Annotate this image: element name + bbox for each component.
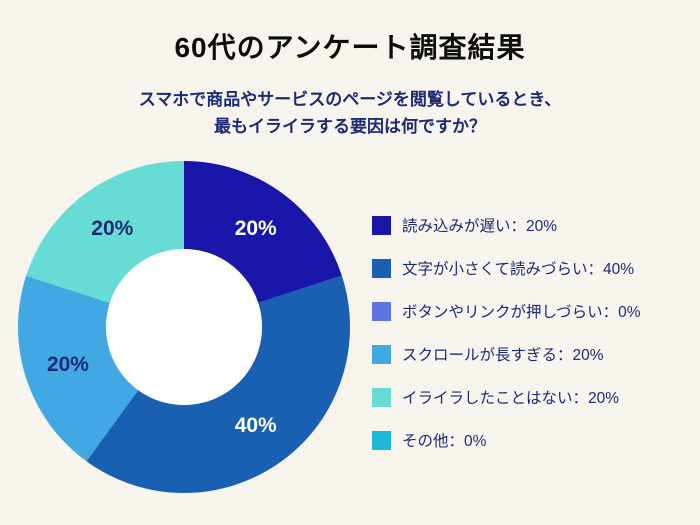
pie-slice-4 [26,161,184,303]
pie-slice-3 [18,275,139,462]
legend-label-2: ボタンやリンクが押しづらい：0% [402,304,641,321]
legend-swatch-3 [372,344,391,364]
page-title: 60代のアンケート調査結果 [174,32,526,63]
legend-item-4: イライラしたことはない：20% [372,386,640,408]
legend-label-0: 読み込みが遅い：20% [402,218,558,235]
legend-item-5: その他：0% [372,429,640,451]
legend-swatch-2 [372,301,391,321]
legend-label-5: その他：0% [402,433,487,450]
legend-label-3: スクロールが長すぎる：20% [402,347,604,364]
legend-label-1: 文字が小さくて読みづらい：40% [402,261,635,278]
legend-swatch-1 [372,258,391,278]
legend-swatch-0 [372,215,391,235]
donut-chart: 20% 40% 20% 20% [18,161,351,493]
donut-hole [106,249,262,405]
slice-label-3: 20% [47,353,89,376]
subtitle-line-2: 最もイライラする要因は何ですか？ [214,117,486,137]
chart-legend: 読み込みが遅い：20% 文字が小さくて読みづらい：40% ボタンやリンクが押しづらい… [372,214,640,451]
slice-label-1: 40% [235,414,277,437]
slice-label-0: 20% [235,217,277,240]
chart-subtitle: スマホで商品やサービスのページを閲覧しているとき、 最もイライラする要因は何です… [0,86,700,140]
legend-swatch-4 [372,387,391,407]
legend-item-2: ボタンやリンクが押しづらい：0% [372,300,640,322]
subtitle-line-1: スマホで商品やサービスのページを閲覧しているとき、 [138,90,562,109]
legend-swatch-5 [372,430,391,450]
legend-item-0: 読み込みが遅い：20% [372,214,640,236]
slice-label-4: 20% [91,217,133,240]
pie-slice-1 [86,275,351,493]
pie-slice-0 [184,161,342,303]
legend-label-4: イライラしたことはない：20% [402,390,620,407]
legend-item-1: 文字が小さくて読みづらい：40% [372,257,640,279]
legend-item-3: スクロールが長すぎる：20% [372,343,640,365]
